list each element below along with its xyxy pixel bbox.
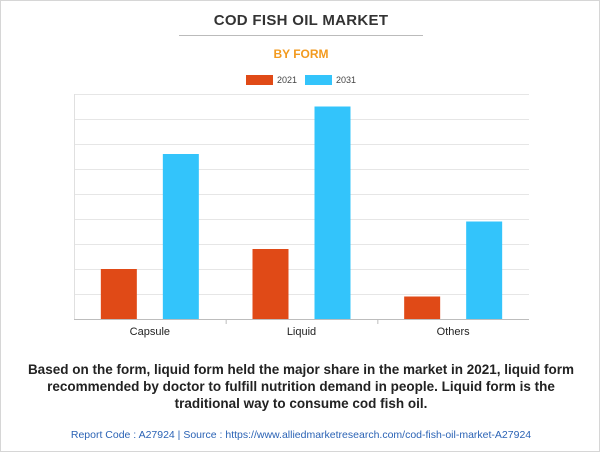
- x-tick-label-capsule: Capsule: [130, 326, 170, 338]
- legend-item-2021: 2021: [245, 75, 297, 85]
- bar-2031-liquid: [314, 106, 351, 319]
- bar-2021-liquid: [252, 249, 289, 319]
- title-divider: [179, 35, 423, 36]
- chart-subtitle: BY FORM: [273, 47, 329, 61]
- bar-2021-capsule: [100, 269, 137, 319]
- bar-chart: Capsule Liquid Others: [74, 94, 529, 338]
- x-tick-label-others: Others: [437, 326, 471, 338]
- chart-legend: 2021 2031: [1, 73, 600, 87]
- legend-label-2031: 2031: [336, 75, 357, 85]
- bar-2031-capsule: [162, 154, 199, 319]
- chart-title: COD FISH OIL MARKET: [213, 12, 389, 29]
- legend-swatch-2031: [305, 75, 332, 85]
- chart-description: Based on the form, liquid form held the …: [27, 362, 575, 411]
- source-link[interactable]: Report Code : A27924 | Source : https://…: [70, 429, 532, 441]
- x-tick-label-liquid: Liquid: [287, 326, 316, 338]
- bar-2021-others: [404, 296, 441, 319]
- legend-label-2021: 2021: [276, 75, 297, 85]
- legend-item-2031: 2031: [305, 75, 356, 85]
- legend-swatch-2021: [245, 75, 273, 85]
- bar-2031-others: [466, 221, 503, 319]
